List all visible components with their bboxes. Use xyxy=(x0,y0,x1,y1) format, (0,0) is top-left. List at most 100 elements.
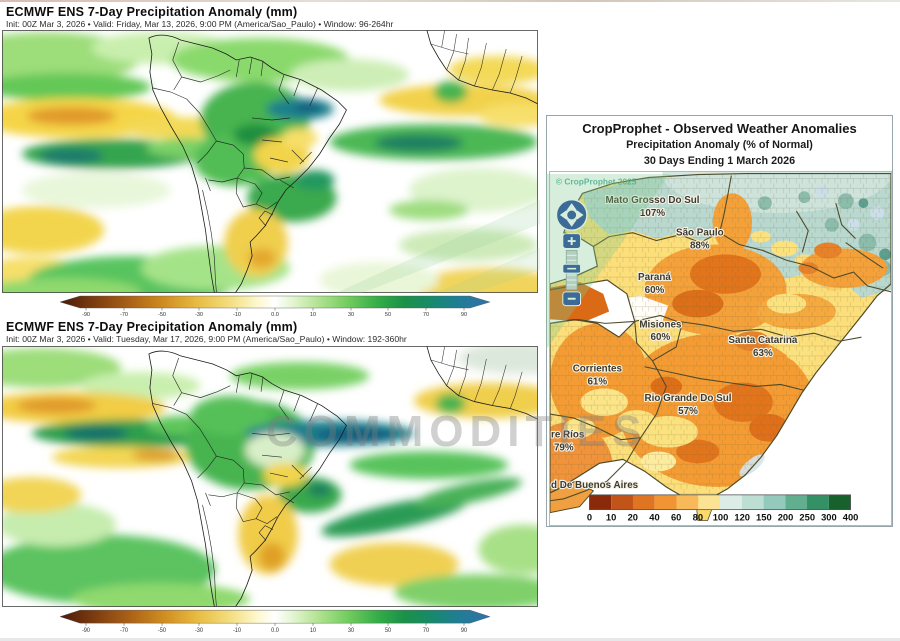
svg-text:Santa Catarina: Santa Catarina xyxy=(728,335,797,346)
country-borders xyxy=(152,357,318,607)
pan-pad[interactable] xyxy=(555,198,588,231)
scale-tick: 400 xyxy=(843,512,859,522)
svg-text:79%: 79% xyxy=(554,443,574,454)
region-label-buenos-aires: d De Buenos Aires xyxy=(550,479,640,492)
svg-text:Corrientes: Corrientes xyxy=(573,364,623,375)
panel-title: CropProphet - Observed Weather Anomalies xyxy=(582,121,857,136)
pan-up-arrow-icon[interactable] xyxy=(566,203,577,211)
ecmwf-map1-canvas xyxy=(2,30,538,293)
pan-down-arrow-icon[interactable] xyxy=(566,219,577,227)
plus-icon xyxy=(567,237,576,246)
scale-segment xyxy=(654,494,677,510)
copyright-text: © CropProphet 2025 xyxy=(556,176,637,186)
scale-tick: 60 xyxy=(671,512,681,522)
slider-ticks xyxy=(566,254,577,286)
ecmwf-map1-header: ECMWF ENS 7-Day Precipitation Anomaly (m… xyxy=(6,5,393,29)
colorbar-tick: 70 xyxy=(423,312,429,318)
scale-segment xyxy=(785,494,808,510)
map-zoom-control xyxy=(562,233,582,307)
scale-tick: 0 xyxy=(587,512,592,522)
ecmwf-map1-colorbar: -90 -70 -50 -30 -10 0.0 10 30 50 70 90 xyxy=(59,295,491,318)
svg-text:60%: 60% xyxy=(651,332,671,343)
buenos-aires-land xyxy=(550,480,595,514)
crop-scale-bar: 0 10 20 40 60 80 100 120 150 200 250 300… xyxy=(587,494,859,522)
svg-text:re Ríos: re Ríos xyxy=(551,430,585,441)
south-america-outline xyxy=(148,34,347,293)
region-label-sao-paulo: São Paulo 88% xyxy=(675,227,725,253)
svg-text:107%: 107% xyxy=(640,208,665,219)
svg-text:Mato Grosso Do Sul: Mato Grosso Do Sul xyxy=(605,195,699,206)
africa-borders xyxy=(430,30,523,94)
colorbar-tick: -10 xyxy=(233,628,242,634)
scale-segment xyxy=(698,494,721,510)
scale-tick: 250 xyxy=(799,512,815,522)
scale-tick: 100 xyxy=(713,512,729,522)
scale-tick: 150 xyxy=(756,512,772,522)
africa-borders xyxy=(430,346,523,409)
map2-title: ECMWF ENS 7-Day Precipitation Anomaly (m… xyxy=(6,320,298,334)
colorbar-tick: -70 xyxy=(120,628,129,634)
colorbar-tick: -90 xyxy=(82,312,90,318)
svg-text:57%: 57% xyxy=(678,406,698,417)
pan-left-arrow-icon[interactable] xyxy=(559,210,567,220)
scale-segment xyxy=(676,494,699,510)
colorbar-tick: 30 xyxy=(348,628,355,634)
region-label-rio-grande-do-sul: Rio Grande Do Sul 57% xyxy=(643,392,732,418)
colorbar-tick: 0.0 xyxy=(271,312,279,318)
south-america-outline xyxy=(148,350,347,607)
colorbar-tick: -10 xyxy=(233,312,241,318)
colorbar-tick: 30 xyxy=(348,312,354,318)
colorbar-tick: -90 xyxy=(82,628,91,634)
colorbar-gradient xyxy=(59,295,491,309)
anomaly-field xyxy=(2,346,538,607)
scale-tick: 40 xyxy=(649,512,659,522)
colorbar-tick: 70 xyxy=(423,628,430,634)
africa-coastline xyxy=(426,346,538,420)
scale-segment xyxy=(807,494,829,510)
region-labels: Mato Grosso Do Sul 107% São Paulo 88% Pa… xyxy=(550,194,799,492)
svg-text:61%: 61% xyxy=(587,376,607,387)
svg-text:Misiones: Misiones xyxy=(639,319,682,330)
colorbar-tick: 90 xyxy=(461,312,467,318)
colorbar-tick: -70 xyxy=(120,312,128,318)
crop-map-canvas: © CropProphet 2025 xyxy=(549,171,892,526)
colorbar-tick: 90 xyxy=(461,628,468,634)
colorbar-tick: 0.0 xyxy=(271,628,279,634)
top-edge-artifact xyxy=(0,0,900,2)
svg-text:Rio Grande Do Sul: Rio Grande Do Sul xyxy=(644,393,731,404)
pan-right-arrow-icon[interactable] xyxy=(576,210,584,220)
map-pan-control xyxy=(555,198,588,231)
scale-segment xyxy=(632,494,655,510)
anomaly-field xyxy=(2,32,538,293)
svg-text:Paraná: Paraná xyxy=(638,272,671,283)
bottom-edge-artifact xyxy=(0,638,900,641)
scale-segment xyxy=(741,494,764,510)
scale-segment xyxy=(611,494,633,510)
colorbar-tick: -30 xyxy=(195,312,203,318)
panel-subtitle2: 30 Days Ending 1 March 2026 xyxy=(643,155,796,167)
region-label-santa-catarina: Santa Catarina 63% xyxy=(727,334,799,360)
scale-tick: 10 xyxy=(606,512,616,522)
colorbar-tick: 10 xyxy=(310,628,317,634)
region-label-corrientes: Corrientes 61% xyxy=(572,363,624,389)
scale-tick: 120 xyxy=(734,512,750,522)
ecmwf-map2-header: ECMWF ENS 7-Day Precipitation Anomaly (m… xyxy=(6,320,407,344)
map1-title: ECMWF ENS 7-Day Precipitation Anomaly (m… xyxy=(6,5,298,19)
svg-text:60%: 60% xyxy=(645,285,665,296)
state-borders xyxy=(550,175,891,502)
region-label-parana: Paraná 60% xyxy=(637,271,673,297)
colorbar-tick: -50 xyxy=(158,628,167,634)
map1-subtitle: Init: 00Z Mar 3, 2026 • Valid: Friday, M… xyxy=(6,19,394,29)
country-borders xyxy=(152,41,318,293)
scale-segment xyxy=(828,494,851,510)
cropprophet-panel: CropProphet - Observed Weather Anomalies… xyxy=(546,115,893,527)
scale-tick: 200 xyxy=(778,512,794,522)
scale-tick: 20 xyxy=(628,512,638,522)
colorbar-gradient xyxy=(59,609,491,624)
ecmwf-map2-canvas xyxy=(2,346,538,607)
svg-text:São Paulo: São Paulo xyxy=(676,228,724,239)
colorbar-tick: -30 xyxy=(195,628,204,634)
region-label-misiones: Misiones 60% xyxy=(638,318,683,344)
scale-tick: 80 xyxy=(693,512,703,522)
